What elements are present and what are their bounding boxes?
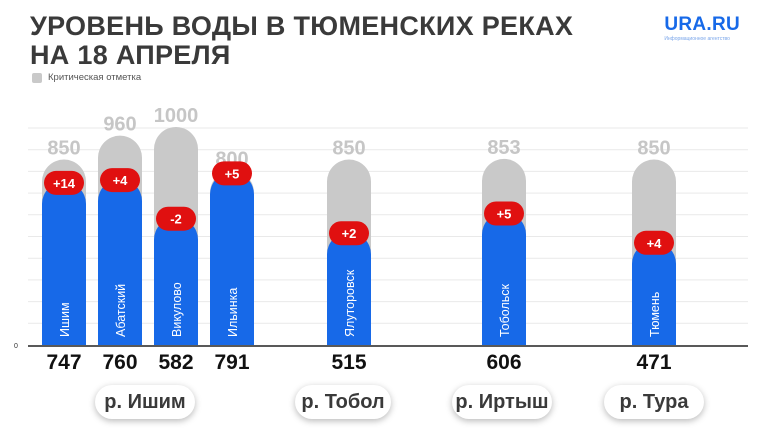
change-label-7: +4 (647, 236, 663, 251)
level-bar-1 (42, 181, 86, 345)
station-label-7: Тюмень (648, 292, 662, 337)
station-label-5: Ялуторовск (343, 269, 357, 337)
change-badge-2 (100, 168, 140, 193)
river-label-2: р. Тобол (295, 385, 391, 419)
level-bar-3 (154, 217, 198, 345)
legend-critical-swatch (32, 72, 42, 83)
level-value-label-6: 606 (486, 351, 521, 374)
level-bar-5 (327, 232, 371, 345)
change-label-6: +5 (497, 206, 512, 221)
river-label-3: р. Иртыш (452, 385, 552, 419)
level-bar-6 (482, 212, 526, 345)
level-bar-7 (632, 241, 676, 345)
critical-label-7: 850 (637, 138, 670, 160)
station-label-2: Абатский (114, 284, 128, 337)
critical-label-5: 850 (332, 138, 365, 160)
level-value-label-2: 760 (102, 351, 137, 374)
level-value-label-4: 791 (214, 351, 249, 374)
station-label-1: Ишим (58, 302, 72, 337)
y-axis-zero-label: 0 (14, 343, 18, 350)
logo-name: URA.RU (664, 14, 740, 35)
change-badge-3 (156, 206, 196, 231)
chart-title-line-2: НА 18 АПРЕЛЯ (30, 40, 231, 70)
legend: Критическая отметка (32, 72, 141, 83)
level-bar-4 (210, 172, 254, 345)
change-badge-1 (44, 170, 84, 195)
change-label-4: +5 (225, 166, 240, 181)
level-value-label-3: 582 (158, 351, 193, 374)
level-value-label-7: 471 (636, 351, 671, 374)
change-badge-5 (329, 221, 369, 246)
station-label-3: Викулово (170, 282, 184, 337)
ura-logo: URA.RU Информационное агентство (664, 14, 740, 42)
change-badge-6 (484, 201, 524, 226)
critical-label-1: 850 (47, 138, 80, 160)
change-label-3: -2 (170, 212, 182, 227)
level-value-label-1: 747 (46, 351, 81, 374)
change-badge-4 (212, 161, 252, 186)
critical-label-6: 853 (487, 137, 520, 159)
logo-subtitle: Информационное агентство (664, 36, 730, 42)
station-label-6: Тобольск (498, 283, 512, 337)
change-label-1: +14 (53, 176, 76, 191)
chart-title-line-1: УРОВЕНЬ ВОДЫ В ТЮМЕНСКИХ РЕКАХ (30, 11, 574, 41)
change-badge-7 (634, 230, 674, 255)
change-label-2: +4 (113, 173, 129, 188)
change-label-5: +2 (342, 226, 357, 241)
critical-label-3: 1000 (154, 105, 199, 127)
river-label-4: р. Тура (604, 385, 704, 419)
chart-title: УРОВЕНЬ ВОДЫ В ТЮМЕНСКИХ РЕКАХ НА 18 АПР… (30, 12, 573, 70)
river-label-1: р. Ишим (95, 385, 195, 419)
station-label-4: Ильинка (226, 288, 240, 337)
level-value-label-5: 515 (331, 351, 366, 374)
level-bar-2 (98, 179, 142, 345)
legend-critical-label: Критическая отметка (48, 72, 142, 83)
critical-label-2: 960 (103, 114, 136, 136)
